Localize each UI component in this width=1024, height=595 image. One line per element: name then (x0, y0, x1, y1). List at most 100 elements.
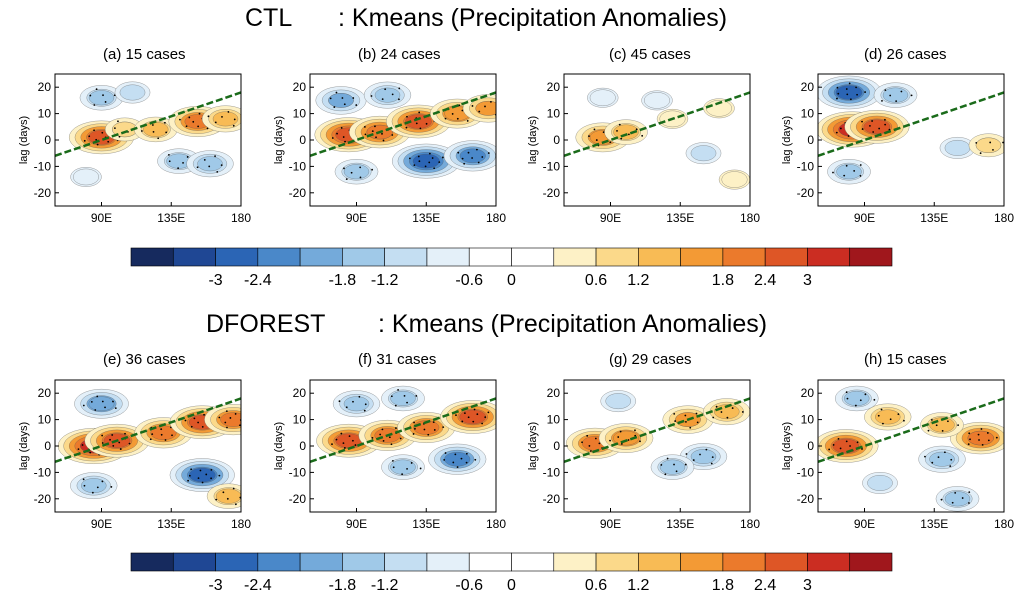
significance-dot (370, 95, 373, 97)
significance-dot (188, 474, 191, 477)
significance-dot (588, 135, 590, 138)
significance-dot (197, 125, 200, 128)
propagation-line (564, 91, 750, 158)
anomaly-contour (867, 475, 893, 491)
significance-dot (417, 155, 420, 158)
significance-dot (967, 443, 970, 446)
propagation-line (564, 397, 750, 464)
significance-dot (951, 501, 954, 504)
y-tick-label: -10 (34, 465, 52, 479)
significance-dot (674, 420, 677, 422)
colorbar-swatch (807, 247, 851, 267)
significance-dot (884, 118, 886, 121)
anomaly-contour (944, 139, 971, 156)
anomaly-cell (201, 105, 241, 133)
x-tick-label: 90E (854, 517, 875, 531)
anomaly-contour (882, 87, 909, 103)
x-tick-label: 90E (600, 211, 621, 225)
significance-dot (873, 398, 876, 401)
significance-dot (96, 486, 99, 489)
significance-dot (83, 484, 86, 487)
significance-dot (931, 461, 934, 464)
propagation-line (55, 397, 241, 464)
significance-dot (431, 157, 434, 159)
anomaly-cell (641, 90, 673, 111)
significance-dot (114, 127, 116, 130)
colorbar-label: 0.6 (585, 272, 607, 289)
significance-dot (157, 137, 160, 140)
y-tick-label: 0 (299, 439, 306, 453)
x-tick-label: 90E (600, 517, 621, 531)
anomaly-contour (613, 430, 639, 446)
colorbar-swatch (849, 247, 893, 267)
significance-dot (391, 93, 394, 96)
anomaly-cell (835, 385, 879, 412)
significance-dot (837, 92, 840, 95)
significance-dot (363, 409, 366, 412)
significance-dot (232, 487, 235, 490)
y-tick-label: 10 (547, 107, 561, 121)
significance-dot (101, 131, 104, 134)
significance-dot (390, 443, 393, 446)
significance-dot (232, 124, 235, 127)
significance-dot (104, 406, 106, 409)
anomaly-cell (968, 133, 1004, 158)
significance-dot (685, 420, 687, 423)
significance-dot (977, 433, 980, 436)
significance-dot (350, 171, 353, 174)
significance-dot (391, 459, 394, 462)
y-tick-label: 10 (38, 107, 52, 121)
significance-dot (880, 408, 883, 411)
significance-dot (141, 130, 143, 132)
significance-dot (336, 132, 338, 135)
y-tick-label: 0 (44, 439, 51, 453)
colorbar-label: -3 (208, 272, 222, 289)
significance-dot (371, 436, 374, 439)
significance-dot (413, 164, 416, 167)
significance-dot (107, 140, 110, 143)
significance-dot (845, 164, 848, 167)
panel-title-d: (d) 26 cases (864, 46, 947, 63)
colorbar-bottom: -3 -2.4 -1.8 -1.2 -0.6 0 0.6 1.2 1.8 2.4 3 (130, 552, 893, 594)
significance-dot (1002, 141, 1004, 144)
significance-dot (684, 463, 687, 466)
significance-dot (364, 403, 367, 406)
x-tick-label: 135E (920, 517, 948, 531)
significance-dot (188, 116, 191, 119)
significance-dot (335, 438, 338, 441)
significance-dot (859, 174, 862, 177)
significance-dot (581, 441, 583, 444)
significance-dot (961, 497, 964, 499)
significance-dot (941, 429, 944, 432)
significance-dot (940, 498, 943, 501)
anomaly-contour (659, 459, 686, 475)
significance-dot (118, 441, 121, 444)
significance-dot (359, 176, 362, 179)
colorbar-swatch (764, 247, 808, 267)
significance-dot (101, 480, 104, 483)
panel-b: 20 10 0 -10 -20 90E 135E 180 lag (days) (273, 73, 506, 225)
significance-dot (832, 444, 835, 446)
anomaly-cell (949, 421, 1004, 455)
significance-dot (423, 428, 426, 431)
significance-dot (949, 465, 952, 468)
significance-dot (968, 432, 971, 435)
colorbar-top: -3 -2.4 -1.8 -1.2 -0.6 0 0.6 1.2 1.8 2.4 3 (130, 247, 893, 289)
anomaly-contour (613, 124, 639, 140)
panel-g: 20 10 0 -10 -20 90E 135E 180 lag (days) (527, 379, 760, 531)
significance-dot (406, 401, 408, 404)
significance-dot (978, 439, 980, 441)
colorbar-label: 1.8 (712, 272, 734, 289)
significance-dot (399, 437, 402, 440)
significance-dot (198, 112, 201, 115)
colorbar-swatch (722, 552, 766, 572)
anomaly-cell (462, 94, 496, 123)
significance-dot (114, 407, 117, 410)
significance-dot (473, 408, 476, 411)
x-tick-label: 135E (412, 211, 440, 225)
y-tick-label: 20 (38, 386, 52, 400)
x-tick-label: 90E (346, 211, 367, 225)
significance-dot (684, 414, 687, 417)
anomaly-cell (650, 454, 695, 480)
